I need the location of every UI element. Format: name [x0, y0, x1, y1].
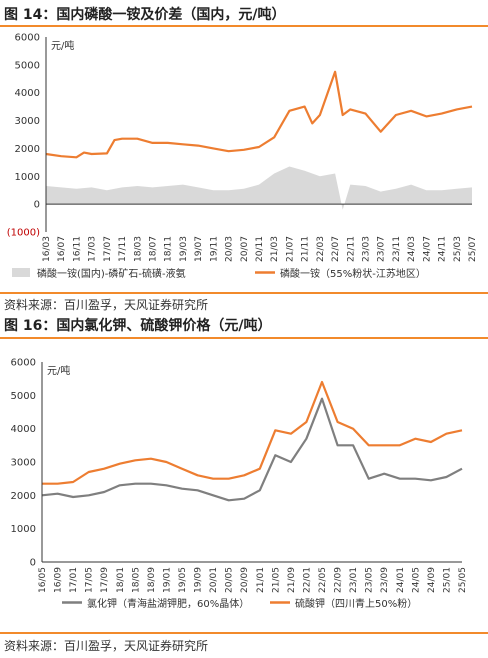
unit-label: 元/吨: [47, 364, 70, 377]
y-tick-label: 6000: [15, 33, 40, 44]
y-tick-label: 2000: [11, 491, 36, 502]
y-tick-label: 6000: [11, 358, 36, 369]
x-tick-label: 20/01: [209, 567, 219, 593]
y-tick-label: 3000: [11, 458, 36, 469]
x-tick-label: 18/01: [116, 567, 126, 593]
x-tick-label: 21/09: [287, 567, 297, 593]
series-line-2: [45, 70, 473, 159]
x-tick-label: 20/05: [225, 567, 235, 593]
legend-label: 磷酸一铵（55%粉状-江苏地区）: [280, 267, 426, 280]
chart2-svg: 6000 5000 4000 3000 2000 1000 0 元/吨 16/05 16/09 17…: [11, 358, 468, 611]
x-tick-label: 25/05: [458, 567, 468, 593]
x-tick-label: 23/09: [380, 567, 390, 593]
source-rule-1: [0, 292, 488, 294]
unit-label: 元/吨: [51, 39, 74, 52]
y-tick-label: 0: [30, 558, 36, 569]
x-tick-label: 20/03: [225, 236, 235, 262]
x-tick-label: 24/07: [422, 236, 432, 262]
chart2-source: 资料来源：百川盈孚，天风证券研究所: [4, 639, 209, 653]
x-tick-label: 24/01: [396, 567, 406, 593]
x-tick-label: 25/03: [453, 236, 463, 262]
x-tick-label: 23/05: [365, 567, 375, 593]
x-tick-label: 17/11: [118, 236, 128, 262]
x-tick-label: 25/07: [468, 236, 478, 262]
x-tick-label: 18/09: [147, 567, 157, 593]
x-tick-label: 16/09: [54, 567, 64, 593]
x-tick-label: 22/01: [302, 567, 312, 593]
x-tick-label: 19/07: [194, 236, 204, 262]
x-tick-label: 23/07: [377, 236, 387, 262]
y-tick-label: 0: [34, 200, 40, 211]
y-tick-label: 5000: [11, 391, 36, 402]
x-tick-label: 23/01: [349, 567, 359, 593]
series-area-spread: [46, 166, 472, 210]
chart2-title: 图 16：国内氯化钾、硫酸钾价格（元/吨）: [4, 318, 272, 334]
x-tick-label: 23/03: [362, 236, 372, 262]
x-tick-label: 22/09: [334, 567, 344, 593]
x-tick-label: 16/03: [42, 236, 52, 262]
x-tick-label: 19/01: [162, 567, 172, 593]
x-tick-label: 20/07: [240, 236, 250, 262]
x-tick-label: 16/05: [38, 567, 48, 593]
x-tick-label: 18/11: [164, 236, 174, 262]
x-tick-label: 20/09: [240, 567, 250, 593]
x-tick-label: 17/09: [100, 567, 110, 593]
x-tick-label: 17/01: [69, 567, 79, 593]
source-rule-2: [0, 632, 488, 634]
chart1-source: 资料来源：百川盈孚，天风证券研究所: [4, 298, 209, 312]
x-tick-label: 17/03: [88, 236, 98, 262]
y-tick-label: 5000: [15, 60, 40, 71]
x-tick-label: 21/05: [271, 567, 281, 593]
x-tick-label: 16/07: [57, 236, 67, 262]
x-tick-label: 20/11: [255, 236, 265, 262]
legend-label: 硫酸钾（四川青上50%粉）: [295, 597, 417, 610]
y-tick-label: 1000: [15, 172, 40, 183]
x-tick-label: 22/07: [331, 236, 341, 262]
x-tick-label: 22/11: [346, 236, 356, 262]
x-tick-label: 22/03: [316, 236, 326, 262]
x-tick-label: 21/11: [301, 236, 311, 262]
x-tick-label: 22/05: [318, 567, 328, 593]
x-tick-label: 24/05: [411, 567, 421, 593]
y-tick-label: 4000: [15, 88, 40, 99]
x-tick-label: 19/05: [178, 567, 188, 593]
x-tick-label: 16/11: [72, 236, 82, 262]
x-tick-label: 24/09: [427, 567, 437, 593]
x-tick-label: 21/01: [256, 567, 266, 593]
x-tick-label: 19/03: [179, 236, 189, 262]
y-tick-label: 2000: [15, 144, 40, 155]
x-tick-label: 18/07: [149, 236, 159, 262]
legend-swatch-area: [12, 268, 30, 277]
x-tick-label: 18/03: [133, 236, 143, 262]
y-tick-label: 4000: [11, 424, 36, 435]
series-line-1: [41, 397, 463, 502]
legend-label: 磷酸一铵(国内)-磷矿石-硫磺-液氨: [37, 267, 186, 280]
x-tick-label: 25/01: [442, 567, 452, 593]
x-tick-label: 19/11: [209, 236, 219, 262]
x-tick-label: 23/11: [392, 236, 402, 262]
x-tick-label: 17/07: [103, 236, 113, 262]
x-tick-label: 21/03: [270, 236, 280, 262]
title-rule-1: [0, 25, 488, 27]
y-tick-label: (1000): [7, 228, 40, 239]
chart1-svg: 6000 5000 4000 3000 2000 1000 0 (1000) 元/吨 16/03 1…: [7, 33, 478, 281]
x-tick-label: 24/03: [407, 236, 417, 262]
y-tick-label: 1000: [11, 524, 36, 535]
title-rule-2: [0, 337, 488, 339]
x-tick-label: 18/05: [131, 567, 141, 593]
x-tick-label: 19/09: [194, 567, 204, 593]
series-line-2: [42, 380, 463, 485]
x-tick-label: 24/11: [438, 236, 448, 262]
chart1-title: 图 14：国内磷酸一铵及价差（国内，元/吨）: [4, 7, 286, 23]
legend-label: 氯化钾（青海盐湖钾肥，60%晶体）: [87, 597, 249, 610]
x-tick-label: 17/05: [85, 567, 95, 593]
x-tick-label: 21/07: [285, 236, 295, 262]
y-tick-label: 3000: [15, 116, 40, 127]
